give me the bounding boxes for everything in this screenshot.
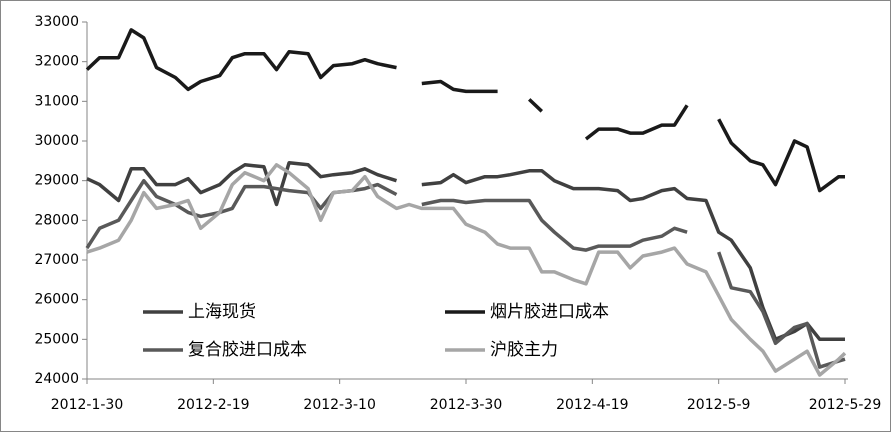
y-tick-label: 33000 <box>34 14 79 30</box>
legend-label: 复合胶进口成本 <box>188 340 307 360</box>
y-tick-label: 29000 <box>34 173 79 189</box>
y-tick-label: 32000 <box>34 54 79 70</box>
y-tick-label: 28000 <box>34 212 79 228</box>
series-line <box>86 163 847 377</box>
series-line <box>86 161 845 342</box>
y-tick-label: 25000 <box>34 331 79 347</box>
y-tick-label: 26000 <box>34 292 79 308</box>
x-tick-label: 2012-5-9 <box>687 397 751 413</box>
y-tick-label: 27000 <box>34 252 79 268</box>
y-tick-label: 31000 <box>34 93 79 109</box>
x-tick-label: 2012-5-29 <box>809 397 881 413</box>
x-tick-label: 2012-1-30 <box>51 397 123 413</box>
legend-label: 烟片胶进口成本 <box>490 302 609 322</box>
x-tick-label: 2012-3-10 <box>303 397 375 413</box>
y-tick-label: 30000 <box>34 133 79 149</box>
series-line <box>85 28 845 193</box>
x-tick-label: 2012-4-19 <box>556 397 628 413</box>
y-tick-label: 24000 <box>34 371 79 387</box>
legend-label: 沪胶主力 <box>490 340 558 360</box>
x-tick-label: 2012-2-19 <box>177 397 249 413</box>
legend-label: 上海现货 <box>188 302 256 322</box>
x-tick-label: 2012-3-30 <box>430 397 502 413</box>
